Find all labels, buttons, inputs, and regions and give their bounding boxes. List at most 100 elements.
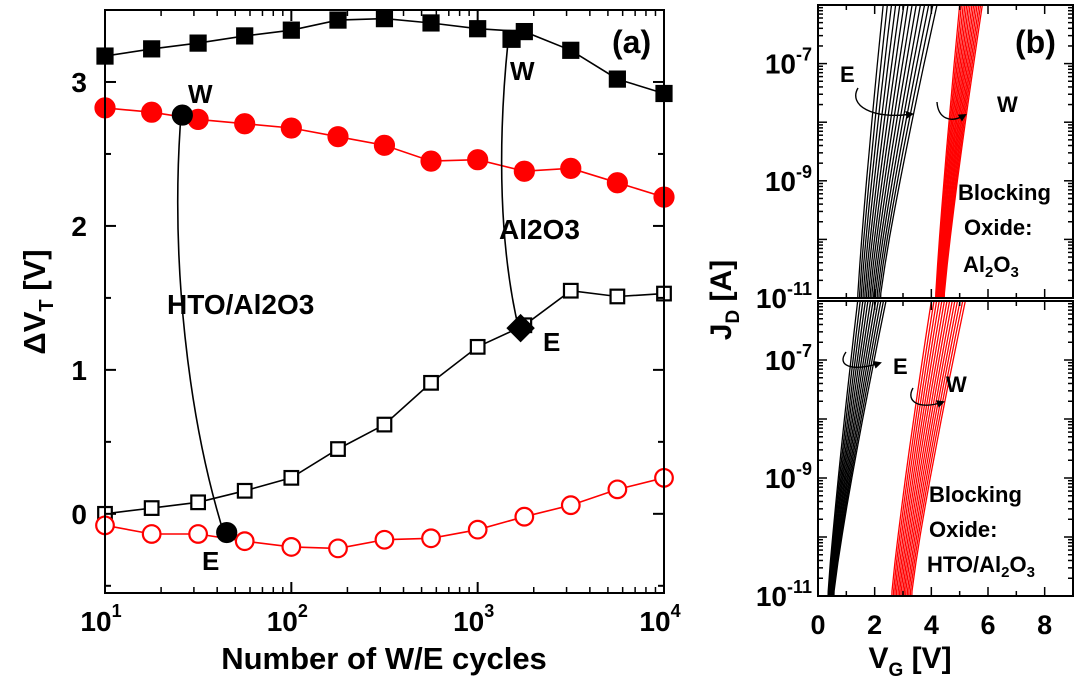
panel-b-x-axis-label-sub: G xyxy=(888,660,903,681)
top-erase-curve xyxy=(878,5,934,298)
series-1-point xyxy=(420,150,442,172)
series-3-point xyxy=(374,529,395,550)
bottom-erase-curve xyxy=(829,301,869,596)
a-x-tick-exp: 1 xyxy=(112,601,122,621)
top-erase-curve xyxy=(874,5,926,298)
label-e-al2o3: E xyxy=(543,327,560,357)
series-3-point xyxy=(421,528,441,549)
top-blocking-oxide: Al2O3 xyxy=(963,252,1019,281)
top-write-label: W xyxy=(997,92,1018,117)
top-erase-curve xyxy=(858,5,888,298)
series-1-point xyxy=(560,157,582,179)
top-write-curve xyxy=(938,5,970,298)
top-write-curve xyxy=(936,5,964,298)
b-y-tick-base: 10 xyxy=(765,345,796,376)
series-0-point xyxy=(236,27,254,45)
panel-a-connectors xyxy=(177,41,520,538)
a-x-tick-exp: 2 xyxy=(298,601,308,621)
series-2-point xyxy=(283,469,300,486)
series-0-point xyxy=(329,11,347,29)
series-2-point xyxy=(609,288,626,305)
panel-b-y-axis-label-base: J xyxy=(705,324,738,341)
bottom-write-curve xyxy=(909,301,964,596)
al2o3-connector-line xyxy=(500,41,520,331)
top-erase-curve xyxy=(876,5,930,298)
bottom-write-curve xyxy=(898,301,946,596)
panel-a-y-axis-label-base: ΔV xyxy=(17,311,52,354)
series-2-point xyxy=(376,416,393,433)
series-1-point xyxy=(467,149,489,171)
series-3-point xyxy=(188,524,209,544)
b-x-tick-label: 2 xyxy=(867,610,882,640)
bottom-erase-curve xyxy=(827,301,861,596)
b-y-tick-exp: -7 xyxy=(796,45,812,65)
a-y-tick-label: 1 xyxy=(71,355,87,386)
special-point-1-e xyxy=(216,521,238,544)
bottom-write-curve xyxy=(897,301,943,596)
series-3-point xyxy=(467,519,488,540)
b-bottom-y-tick-label: 10-9 xyxy=(765,459,812,494)
panel-b-top-frame xyxy=(817,4,1074,299)
series-2-point xyxy=(143,500,160,516)
series-0-point xyxy=(282,21,300,39)
series-3-point xyxy=(234,531,255,552)
series-0-point xyxy=(422,14,440,32)
bottom-erase-curve xyxy=(831,301,879,596)
a-x-tick-exp: 3 xyxy=(484,601,494,621)
series-2-point xyxy=(330,441,346,457)
b-y-tick-exp: -7 xyxy=(796,341,812,361)
top-erase-curve xyxy=(860,5,893,298)
annotation-al2o3: Al2O3 xyxy=(499,214,580,245)
panel-b-label: (b) xyxy=(1015,24,1056,60)
b-x-tick-label: 0 xyxy=(810,610,825,640)
series-3-point xyxy=(607,479,628,500)
series-1-point xyxy=(513,160,535,182)
series-0-point xyxy=(562,41,580,59)
series-1-point xyxy=(373,134,396,156)
bottom-write-curve xyxy=(900,301,948,596)
top-erase-label: E xyxy=(840,62,855,87)
b-y-tick-exp: -11 xyxy=(787,279,812,299)
series-3-point xyxy=(141,524,162,544)
b-bottom-y-tick-label: 10-7 xyxy=(765,341,812,376)
panel-a-label: (a) xyxy=(612,24,651,60)
panel-b-y-axis-label-sub: D xyxy=(723,310,744,324)
a-x-tick-label: 104 xyxy=(639,601,680,637)
bottom-write-curve xyxy=(895,301,940,596)
a-x-tick-label: 102 xyxy=(267,601,308,637)
top-erase-curve xyxy=(871,5,917,298)
panel-a-y-axis-label: ΔVT [V] xyxy=(17,249,58,354)
series-2-point xyxy=(190,494,207,511)
b-top-y-tick-label: 10-9 xyxy=(765,162,812,197)
bottom-write-curve xyxy=(906,301,959,596)
a-x-tick-base: 10 xyxy=(80,606,111,637)
b-top-y-tick-label: 10-7 xyxy=(765,45,812,80)
series-2-point xyxy=(469,338,486,355)
a-x-tick-base: 10 xyxy=(639,606,670,637)
top-erase-curve xyxy=(867,5,909,298)
bottom-write-label: W xyxy=(946,372,967,397)
top-erase-arrow xyxy=(855,87,914,119)
series-1-point xyxy=(280,117,302,139)
top-erase-curve xyxy=(879,5,938,298)
series-2-point xyxy=(236,482,253,499)
top-write-curve xyxy=(943,5,984,298)
bottom-oxide-mid: O xyxy=(1010,552,1027,577)
special-point-0-w xyxy=(171,104,193,126)
b-y-tick-base: 10 xyxy=(756,283,787,314)
series-3-point xyxy=(281,537,302,557)
series-2-line xyxy=(104,289,665,515)
a-x-tick-exp: 4 xyxy=(671,601,681,621)
panel-b-x-axis-label: VG [V] xyxy=(868,642,951,681)
bottom-erase-curve xyxy=(832,301,882,596)
b-x-tick-label: 6 xyxy=(980,610,995,640)
top-write-curve xyxy=(942,5,980,298)
top-erase-curve xyxy=(865,5,905,298)
bottom-erase-arrow xyxy=(842,351,882,369)
a-x-tick-label: 103 xyxy=(453,601,494,637)
top-write-curve xyxy=(939,5,971,298)
bottom-write-curve xyxy=(903,301,953,596)
